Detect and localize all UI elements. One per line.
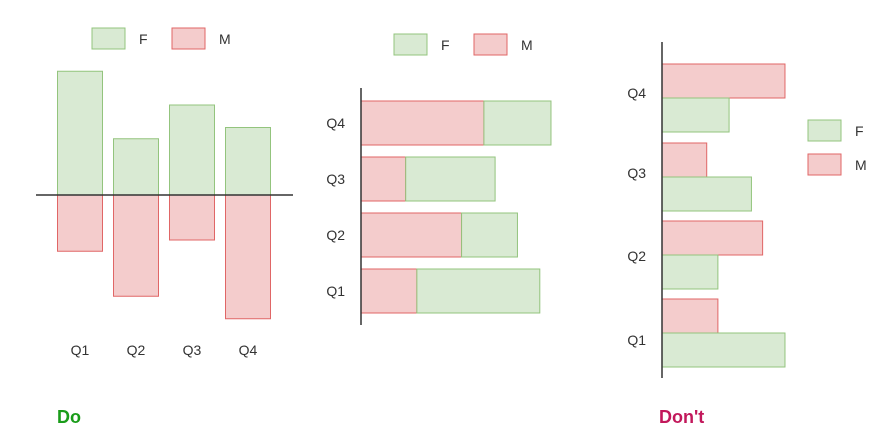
legend-swatch-m: [807, 153, 842, 176]
bar-m-q1: [360, 268, 418, 314]
bar-m-q1: [661, 298, 719, 334]
legend-label-m: M: [855, 157, 867, 173]
bar-m-q3: [169, 194, 215, 241]
y-tick-q3: Q3: [627, 165, 646, 181]
legend-label-f: F: [441, 37, 450, 53]
x-tick-q4: Q4: [239, 342, 258, 358]
diverging-column-chart: Q1 Q2 Q3 Q4 F M: [36, 27, 293, 358]
bar-f-q3: [405, 156, 496, 202]
legend-swatch-m: [473, 33, 508, 56]
bar-m-q2: [113, 194, 159, 297]
bar-m-q4: [360, 100, 485, 146]
bar-m-q4: [661, 63, 786, 99]
x-tick-q2: Q2: [127, 342, 146, 358]
bar-m-q2: [360, 212, 463, 258]
bar-f-q2: [113, 138, 159, 196]
bar-m-q2: [661, 220, 764, 256]
legend-label-f: F: [139, 31, 148, 47]
bar-m-q1: [57, 194, 103, 252]
bar-f-q4: [661, 97, 730, 133]
bar-f-q3: [169, 104, 215, 196]
legend-swatch-f: [91, 27, 126, 50]
bar-f-q1: [57, 70, 103, 196]
y-tick-q3: Q3: [326, 171, 345, 187]
y-tick-q4: Q4: [627, 85, 646, 101]
dont-caption: Don't: [659, 407, 704, 427]
bar-f-q4: [483, 100, 552, 146]
legend-swatch-f: [807, 119, 842, 142]
bar-f-q3: [661, 176, 752, 212]
bar-f-q2: [661, 254, 719, 290]
stacked-bar-chart: Q1 Q2 Q3 Q4 F M: [326, 33, 552, 325]
bar-m-q4: [225, 194, 271, 320]
x-tick-q3: Q3: [183, 342, 202, 358]
bar-f-q1: [661, 332, 786, 368]
bar-f-q1: [416, 268, 541, 314]
y-tick-q2: Q2: [627, 248, 646, 264]
legend-label-m: M: [521, 37, 533, 53]
bar-m-q3: [360, 156, 407, 202]
y-tick-q1: Q1: [627, 332, 646, 348]
bar-m-q3: [661, 142, 708, 178]
do-caption: Do: [57, 407, 81, 427]
bar-f-q2: [461, 212, 518, 258]
y-tick-q1: Q1: [326, 283, 345, 299]
bar-f-q4: [225, 127, 271, 196]
y-tick-q2: Q2: [326, 227, 345, 243]
legend-swatch-f: [393, 33, 428, 56]
legend-label-m: M: [219, 31, 231, 47]
grouped-bar-chart: Q1 Q2 Q3 Q4 F M: [627, 42, 867, 378]
legend-swatch-m: [171, 27, 206, 50]
legend-label-f: F: [855, 123, 864, 139]
x-tick-q1: Q1: [71, 342, 90, 358]
y-tick-q4: Q4: [326, 115, 345, 131]
